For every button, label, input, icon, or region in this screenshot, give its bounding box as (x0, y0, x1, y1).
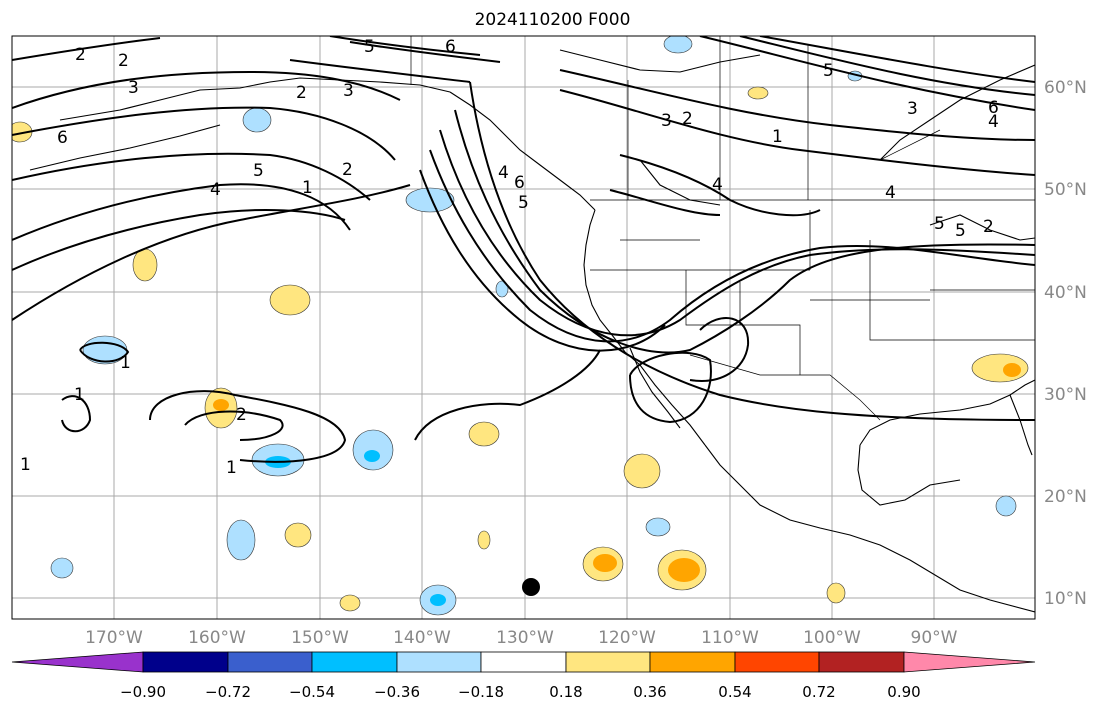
map-title: 2024110200 F000 (474, 10, 631, 30)
lat-label: 20°N (1044, 487, 1087, 507)
contour-label: 2 (236, 405, 247, 425)
shaded-fields (12, 36, 1029, 616)
colorbar-swatch (565, 651, 651, 673)
lon-label: 170°W (85, 628, 143, 648)
lon-label: 140°W (393, 628, 451, 648)
colorbar-tick: −0.72 (205, 683, 251, 701)
coastlines (29, 49, 1035, 613)
contour-label: 1 (302, 178, 313, 198)
contour-label: 2 (983, 217, 994, 237)
colorbar-tick: −0.90 (120, 683, 166, 701)
lon-label: 130°W (496, 628, 554, 648)
colorbar-tick: −0.18 (458, 683, 504, 701)
contour-label: 6 (445, 37, 456, 57)
colorbar-tick: 0.90 (887, 683, 920, 701)
contour-label-group: 2 2 3 6 5 6 3 2 5 4 1 2 5 4 6 5 3 2 1 4 … (20, 37, 999, 478)
contour-lines (12, 36, 1035, 463)
colorbar-tick: 0.18 (549, 683, 582, 701)
contour-label: 3 (907, 99, 918, 119)
contour-label: 2 (682, 109, 693, 129)
contour-label: 6 (514, 173, 525, 193)
colorbar-tick: 0.72 (802, 683, 835, 701)
contour-label: 2 (342, 160, 353, 180)
colorbar-swatch (227, 651, 313, 673)
colorbar-swatch (142, 651, 229, 673)
contour-label: 5 (364, 37, 375, 57)
location-marker (522, 578, 540, 596)
contour-label: 4 (885, 183, 896, 203)
contour-label: 5 (934, 214, 945, 234)
contour-label: 4 (498, 163, 509, 183)
lon-label: 160°W (188, 628, 246, 648)
contour-label: 6 (988, 98, 999, 118)
lat-label: 60°N (1044, 78, 1087, 98)
map-panel (12, 36, 1035, 619)
lat-label: 50°N (1044, 180, 1087, 200)
colorbar-swatch (11, 651, 144, 673)
lon-label: 150°W (291, 628, 349, 648)
colorbar-swatch (818, 651, 905, 673)
colorbar-tick: 0.36 (633, 683, 666, 701)
contour-label: 5 (253, 161, 264, 181)
lat-label: 40°N (1044, 283, 1087, 303)
colorbar-swatch (480, 651, 567, 673)
colorbar-ticks: −0.90 −0.72 −0.54 −0.36 −0.18 0.18 0.36 … (120, 683, 921, 701)
longitude-labels: 170°W 160°W 150°W 140°W 130°W 120°W 110°… (85, 628, 958, 648)
colorbar-tick: 0.54 (718, 683, 751, 701)
contour-label: 3 (343, 81, 354, 101)
colorbar (11, 651, 1036, 673)
contour-label: 1 (74, 385, 85, 405)
contour-label: 4 (210, 180, 221, 200)
contour-label: 5 (955, 221, 966, 241)
contour-label: 3 (128, 78, 139, 98)
lon-label: 100°W (803, 628, 861, 648)
lon-label: 90°W (911, 628, 958, 648)
colorbar-swatch (311, 651, 398, 673)
colorbar-tick: −0.36 (374, 683, 420, 701)
contour-label: 4 (988, 112, 999, 132)
lon-label: 120°W (598, 628, 656, 648)
contour-label: 6 (57, 128, 68, 148)
contour-label: 2 (75, 45, 86, 65)
lat-label: 10°N (1044, 589, 1087, 609)
colorbar-swatch (903, 651, 1036, 673)
latitude-labels: 60°N 50°N 40°N 30°N 20°N 10°N (1044, 78, 1087, 609)
contour-label: 1 (772, 127, 783, 147)
map-frame (11, 35, 1036, 620)
contour-label: 2 (118, 51, 129, 71)
contour-label: 5 (823, 61, 834, 81)
contour-label: 4 (712, 175, 723, 195)
contour-label: 1 (226, 458, 237, 478)
colorbar-swatch (396, 651, 482, 673)
lon-label: 110°W (701, 628, 759, 648)
colorbar-swatch (734, 651, 820, 673)
colorbar-tick: −0.54 (289, 683, 335, 701)
contour-label: 2 (296, 83, 307, 103)
contour-label: 1 (120, 353, 131, 373)
contour-label: 1 (20, 455, 31, 475)
contour-label: 5 (518, 193, 529, 213)
lat-label: 30°N (1044, 385, 1087, 405)
colorbar-swatch (649, 651, 736, 673)
contour-label: 3 (661, 111, 672, 131)
